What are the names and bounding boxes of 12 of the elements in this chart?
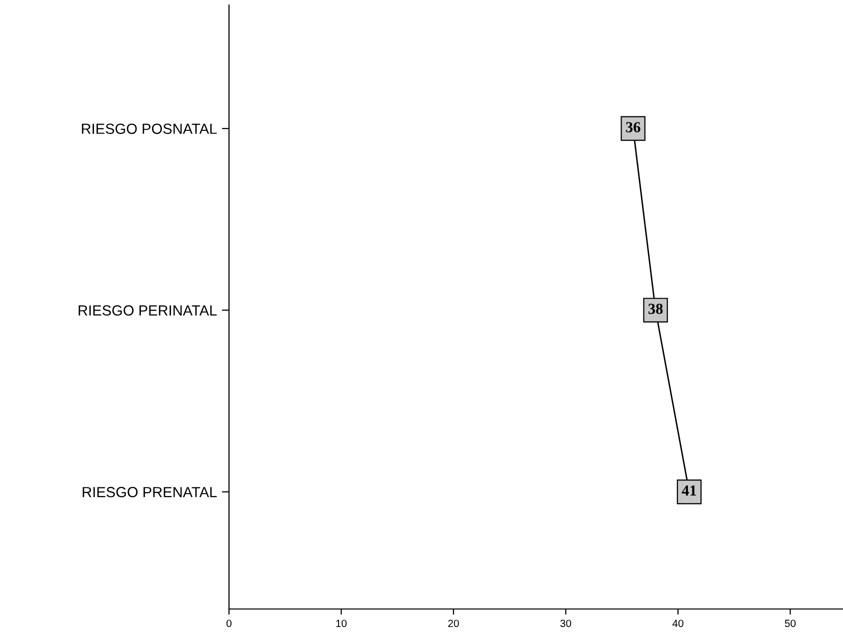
x-tick-label: 10	[336, 620, 347, 628]
x-tick-label: 0	[226, 620, 232, 628]
x-tick-label: 30	[560, 620, 572, 628]
y-tick-label: RIESGO POSNATAL	[82, 124, 217, 134]
y-tick-label: RIESGO PRENATAL	[82, 486, 217, 498]
y-tick-label: RIESGO PERINATAL	[78, 305, 217, 316]
data-label: 38	[648, 304, 663, 314]
data-label: 41	[682, 485, 696, 496]
x-tick-label: 40	[672, 620, 684, 628]
data-label: 36	[626, 122, 640, 132]
x-tick-label: 20	[448, 620, 459, 628]
x-tick-label: 50	[784, 620, 796, 628]
